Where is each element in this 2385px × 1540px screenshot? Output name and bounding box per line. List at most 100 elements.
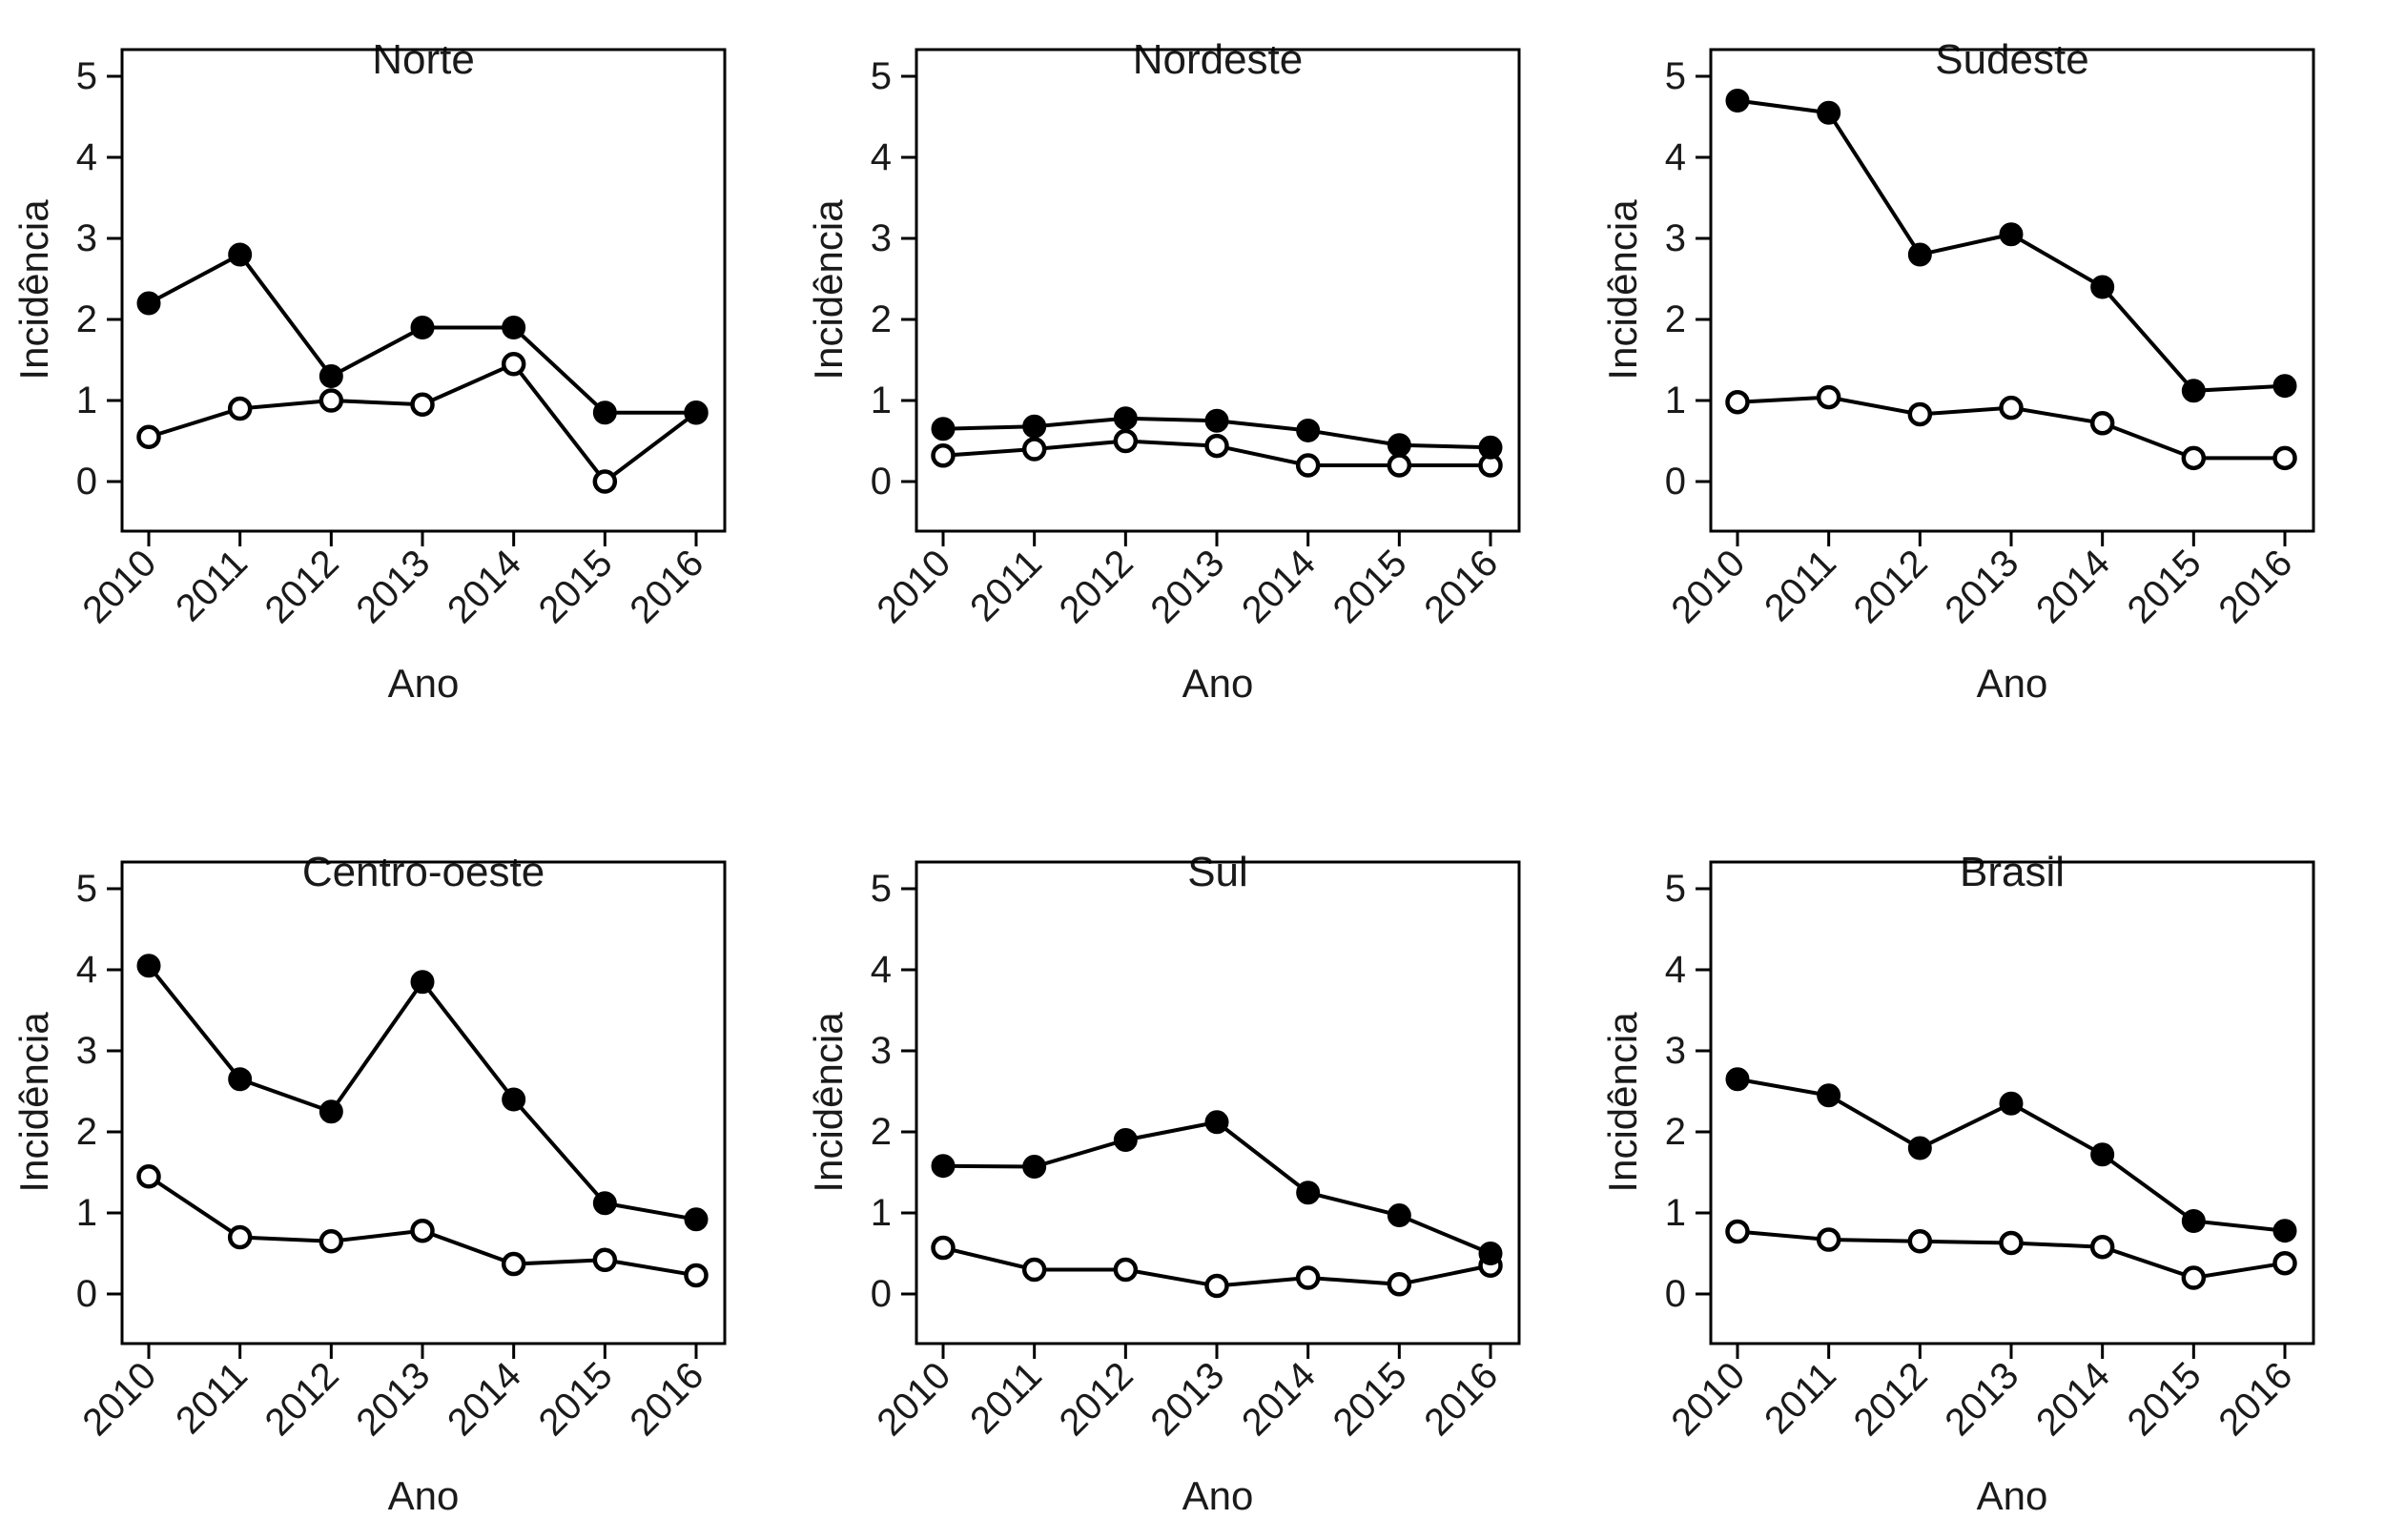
line-plot-brasil: 0 1 2 3 4 5 2010 2011 2012 2013 2014 2015 2016 [1663, 860, 2315, 1444]
y-tick-label: 2 [871, 298, 892, 340]
x-tick-label: 2010 [74, 542, 164, 631]
x-tick-label: 2013 [1142, 1354, 1232, 1444]
x-tick-label: 2016 [622, 1354, 711, 1444]
open-circle-marker [1907, 401, 1933, 427]
open-circle-marker [1021, 437, 1047, 462]
y-tick-label: 1 [1665, 380, 1686, 421]
y-tick-label: 1 [76, 380, 97, 421]
open-circle-marker [1204, 1273, 1229, 1299]
x-tick-label: 2011 [168, 542, 256, 629]
x-axis-label: Ano [1976, 1473, 2048, 1518]
filled-circle-marker [1296, 1181, 1321, 1205]
filled-circle-marker [1907, 1136, 1932, 1160]
y-tick-label: 3 [1665, 1030, 1686, 1072]
series-filled-line [147, 964, 697, 1222]
chart-panel-centro-oeste: Centro-oeste Incidência 0 1 2 3 4 5 2010 2011 20… [0, 770, 794, 1540]
x-tick-label: 2013 [348, 542, 438, 631]
line-plot-sudeste: 0 1 2 3 4 5 2010 2011 2012 2013 2014 2015 2016 [1663, 48, 2315, 631]
x-tick-label: 2016 [622, 542, 711, 631]
x-tick-label: 2016 [1416, 1354, 1506, 1444]
open-circle-marker [931, 1235, 956, 1261]
filled-circle-marker [592, 400, 617, 425]
plot-frame [915, 48, 1521, 533]
open-circle-marker [1113, 1257, 1139, 1283]
open-circle-marker [1816, 384, 1841, 410]
open-circle-marker [410, 392, 435, 417]
filled-circle-marker [2181, 1209, 2206, 1233]
x-tick-label: 2014 [2028, 1354, 2118, 1444]
filled-circle-marker [1022, 1155, 1047, 1180]
x-tick-label: 2014 [1234, 542, 1324, 631]
open-circle-marker [1295, 1265, 1321, 1290]
filled-circle-marker [502, 1087, 526, 1112]
y-tick-label: 2 [1665, 1111, 1686, 1153]
x-tick-label: 2012 [257, 1354, 347, 1444]
open-circle-marker [1725, 389, 1750, 415]
filled-circle-marker [1999, 222, 2024, 247]
x-tick-label: 2015 [1326, 542, 1415, 631]
x-tick-label: 2016 [2210, 542, 2300, 631]
filled-circle-marker [1204, 1110, 1229, 1135]
x-axis-label: Ano [1182, 1473, 1254, 1518]
open-circle-marker [1816, 1227, 1841, 1252]
y-tick-label: 1 [1665, 1192, 1686, 1234]
y-tick-label: 4 [1665, 136, 1686, 178]
x-axis-label: Ano [387, 1473, 460, 1518]
filled-circle-marker [136, 291, 161, 316]
open-circle-marker [1387, 453, 1412, 478]
filled-circle-marker [2272, 1219, 2297, 1243]
open-circle-marker [227, 396, 253, 421]
y-tick-label: 5 [76, 55, 97, 97]
filled-circle-marker [931, 417, 956, 441]
open-circle-marker [2089, 1234, 2115, 1260]
x-tick-label: 2012 [257, 542, 347, 631]
x-tick-label: 2015 [2120, 1354, 2210, 1444]
filled-circle-marker [684, 400, 709, 425]
y-tick-label: 4 [1665, 949, 1686, 991]
x-tick-label: 2015 [531, 542, 621, 631]
x-tick-label: 2014 [1234, 1354, 1324, 1444]
y-tick-label: 3 [1665, 217, 1686, 259]
x-tick-label: 2011 [168, 1354, 256, 1442]
filled-circle-marker [1387, 1203, 1411, 1228]
x-tick-label: 2012 [1052, 542, 1141, 631]
chart-title: Sudeste [1935, 35, 2089, 83]
x-tick-label: 2010 [1663, 542, 1753, 631]
filled-circle-marker [1999, 1091, 2024, 1116]
open-circle-marker [136, 1164, 161, 1189]
open-circle-marker [227, 1224, 253, 1250]
filled-circle-marker [2090, 275, 2115, 299]
x-axis-label: Ano [1182, 661, 1254, 706]
filled-circle-marker [2181, 379, 2206, 403]
chart-title: Centro-oeste [301, 848, 545, 895]
open-circle-marker [2181, 445, 2207, 471]
x-axis-label: Ano [387, 661, 460, 706]
y-tick-label: 3 [871, 1030, 892, 1072]
open-circle-marker [592, 1247, 618, 1273]
open-circle-marker [1113, 428, 1139, 454]
filled-circle-marker [1113, 1128, 1138, 1152]
filled-circle-marker [1478, 435, 1503, 460]
y-tick-label: 3 [76, 1030, 97, 1072]
y-tick-label: 1 [871, 380, 892, 421]
filled-circle-marker [1725, 89, 1750, 113]
open-circle-marker [1204, 433, 1229, 459]
chart-title: Brasil [1959, 848, 2066, 895]
x-tick-label: 2012 [1846, 542, 1936, 631]
line-plot-centro-oeste: 0 1 2 3 4 5 2010 2011 2012 2013 2014 2015 2016 [74, 860, 727, 1444]
filled-circle-marker [2272, 374, 2297, 399]
filled-circle-marker [136, 954, 161, 978]
x-tick-label: 2013 [348, 1354, 438, 1444]
chart-title: Norte [372, 35, 475, 83]
y-tick-label: 5 [1665, 868, 1686, 910]
open-circle-marker [931, 443, 956, 468]
series-filled-line [942, 1119, 1491, 1256]
open-circle-marker [1725, 1219, 1750, 1244]
x-tick-label: 2013 [1937, 1354, 2026, 1444]
x-tick-label: 2012 [1052, 1354, 1141, 1444]
y-tick-label: 2 [76, 298, 97, 340]
x-tick-label: 2014 [440, 542, 529, 631]
x-tick-label: 2015 [1326, 1354, 1415, 1444]
x-tick-label: 2011 [962, 1354, 1050, 1442]
x-tick-label: 2012 [1846, 1354, 1936, 1444]
